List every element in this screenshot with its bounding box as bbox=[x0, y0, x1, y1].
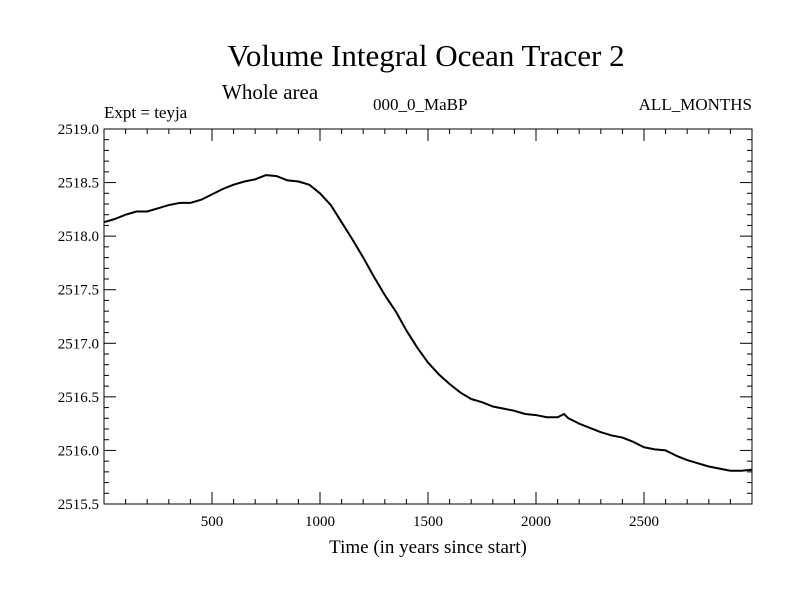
y-tick-label: 2517.5 bbox=[58, 283, 99, 299]
y-tick-label: 2516.5 bbox=[58, 390, 99, 406]
x-axis: 500 1000 1500 2000 2500 bbox=[125, 129, 731, 530]
x-tick-label: 1500 bbox=[413, 514, 443, 530]
chart-title: Volume Integral Ocean Tracer 2 bbox=[227, 38, 624, 73]
y-tick-label: 2516.0 bbox=[58, 443, 99, 459]
y-tick-label: 2518.5 bbox=[58, 176, 99, 192]
x-tick-label: 1000 bbox=[305, 514, 335, 530]
x-axis-label: Time (in years since start) bbox=[329, 537, 527, 558]
chart-subtitle: Whole area bbox=[222, 80, 319, 104]
y-tick-label: 2518.0 bbox=[58, 229, 99, 245]
y-axis: 2515.5 2516.0 2516.5 2517.0 2517.5 2518.0 2518… bbox=[58, 122, 752, 513]
x-tick-label: 2500 bbox=[629, 514, 659, 530]
series-group bbox=[103, 174, 753, 472]
y-tick-label: 2517.0 bbox=[58, 336, 99, 352]
header-left-label: Expt = teyja bbox=[104, 103, 188, 122]
header-center-label: 000_0_MaBP bbox=[373, 95, 467, 114]
x-tick-label: 2000 bbox=[521, 514, 551, 530]
y-tick-label: 2515.5 bbox=[58, 497, 99, 513]
series-line bbox=[103, 174, 753, 472]
plot-frame bbox=[103, 128, 753, 505]
x-tick-label: 500 bbox=[201, 514, 224, 530]
header-right-label: ALL_MONTHS bbox=[639, 95, 752, 114]
y-tick-label: 2519.0 bbox=[58, 122, 99, 138]
